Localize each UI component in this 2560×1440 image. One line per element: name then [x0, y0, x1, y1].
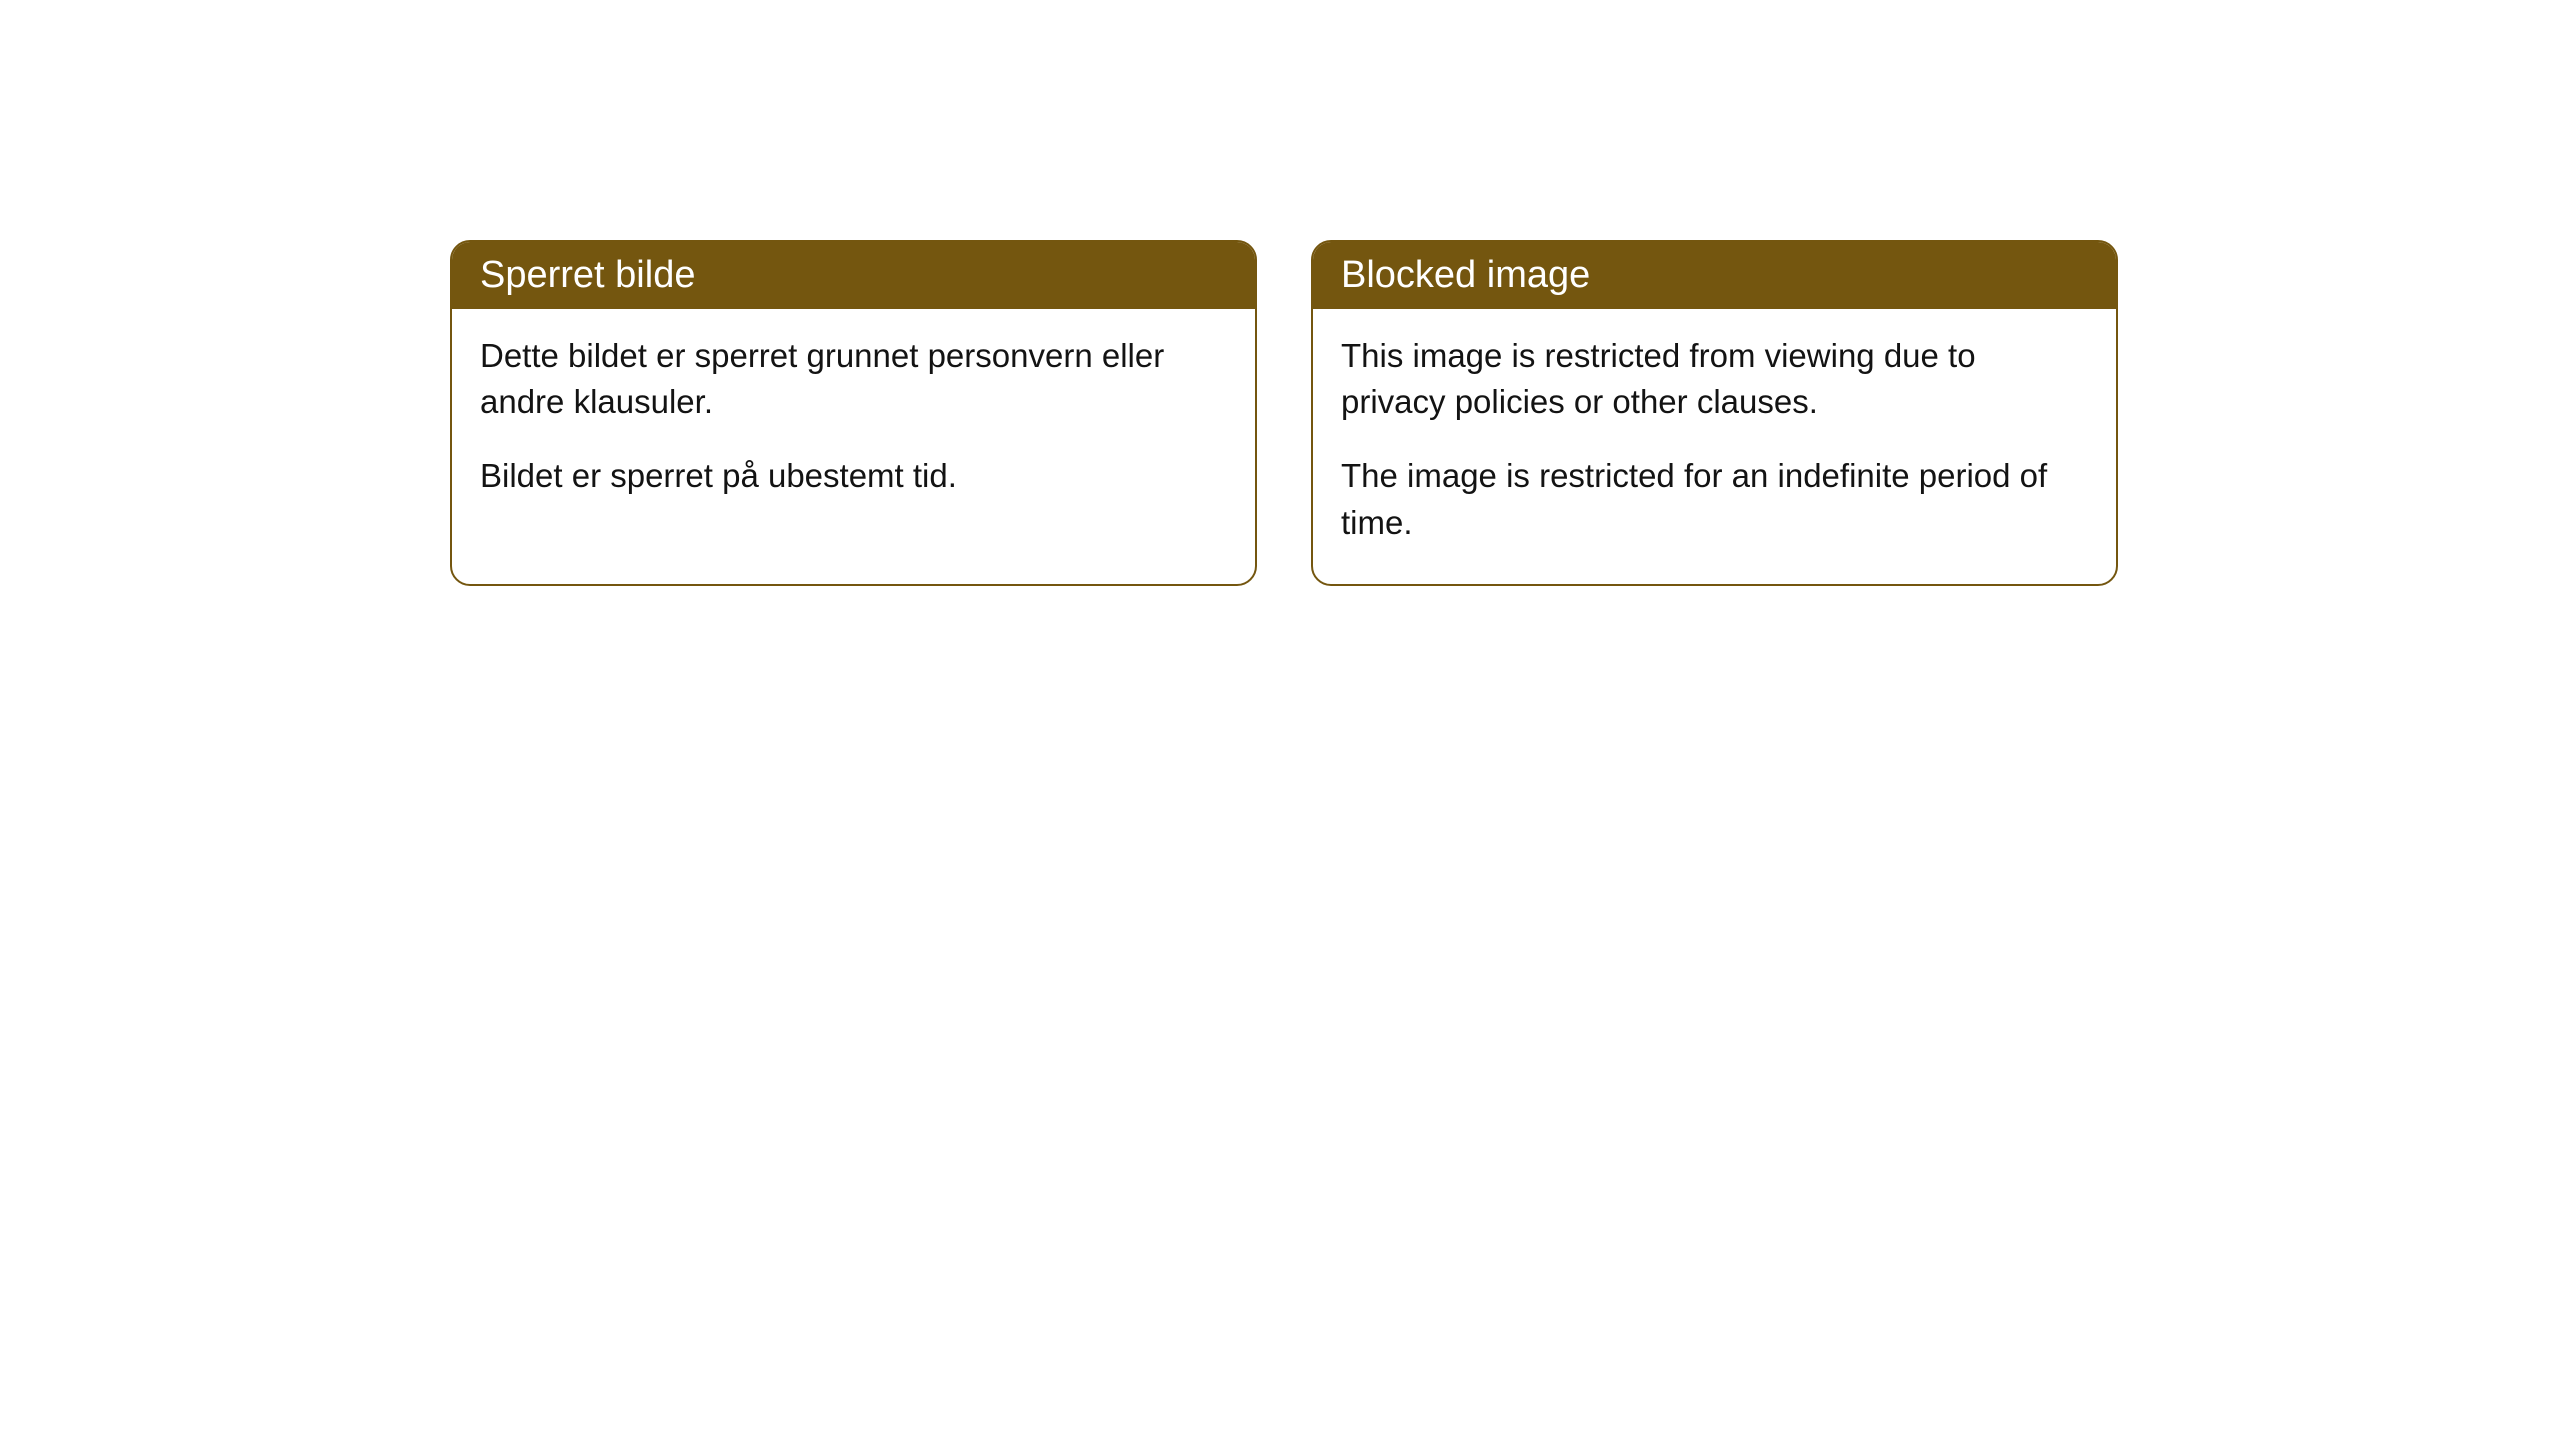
card-paragraph: Dette bildet er sperret grunnet personve…	[480, 333, 1227, 425]
card-title: Sperret bilde	[480, 254, 695, 296]
card-title: Blocked image	[1341, 254, 1590, 296]
notice-card-norwegian: Sperret bilde Dette bildet er sperret gr…	[450, 240, 1257, 586]
card-header: Blocked image	[1313, 242, 2116, 309]
notice-card-english: Blocked image This image is restricted f…	[1311, 240, 2118, 586]
card-header: Sperret bilde	[452, 242, 1255, 309]
card-body: This image is restricted from viewing du…	[1313, 309, 2116, 584]
card-paragraph: Bildet er sperret på ubestemt tid.	[480, 453, 1227, 499]
card-body: Dette bildet er sperret grunnet personve…	[452, 309, 1255, 538]
card-paragraph: This image is restricted from viewing du…	[1341, 333, 2088, 425]
card-paragraph: The image is restricted for an indefinit…	[1341, 453, 2088, 545]
notice-cards-container: Sperret bilde Dette bildet er sperret gr…	[450, 240, 2118, 586]
